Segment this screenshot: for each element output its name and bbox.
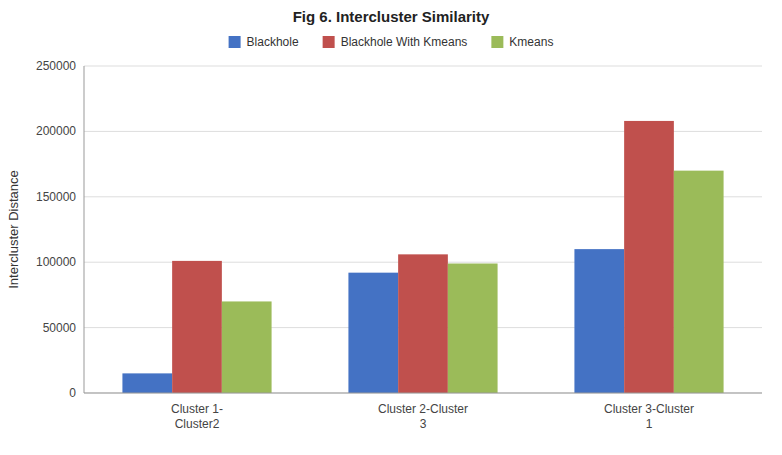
bar (122, 373, 172, 393)
y-tick-label: 100000 (36, 255, 76, 269)
x-tick-label-line: Cluster 3-Cluster (604, 402, 694, 416)
y-axis-label: Intercluster Distance (6, 170, 21, 289)
x-tick-label: Cluster 1-Cluster2 (171, 402, 223, 431)
x-axis-line (84, 393, 762, 394)
y-tick-label: 200000 (36, 124, 76, 138)
grid (84, 66, 762, 393)
chart-container: Fig 6. Intercluster Similarity 0 50000 1000… (0, 0, 782, 455)
bar (674, 171, 724, 393)
legend-label: Kmeans (509, 35, 553, 49)
bar (574, 249, 624, 393)
x-tick-label-line: Cluster 1- (171, 402, 223, 416)
bar (448, 264, 498, 393)
bar (222, 301, 272, 393)
page: {"chart_data": {"type": "bar", "title": … (0, 0, 782, 455)
y-tick-label: 50000 (43, 321, 77, 335)
legend-swatch (491, 36, 503, 48)
bar (624, 121, 674, 393)
x-tick-label-line: Cluster 2-Cluster (378, 402, 468, 416)
legend-swatch (323, 36, 335, 48)
grid-line (84, 393, 762, 394)
x-tick-label: Cluster 3-Cluster1 (604, 402, 694, 431)
bar (348, 273, 398, 393)
title: Fig 6. Intercluster Similarity (293, 8, 490, 25)
x-tick-label: Cluster 2-Cluster3 (378, 402, 468, 431)
legend-item: Kmeans (491, 35, 553, 49)
legend-swatch (229, 36, 241, 48)
grid-line (84, 66, 762, 67)
legend: Blackhole Blackhole With Kmeans Kmeans (229, 35, 554, 49)
x-tick-label-line: 1 (646, 417, 653, 431)
y-tick-label: 250000 (36, 59, 76, 73)
y-tick-label: 0 (69, 386, 76, 400)
legend-item: Blackhole (229, 35, 299, 49)
bar (172, 261, 222, 393)
x-tick-label-line: Cluster2 (175, 417, 220, 431)
chart-svg: Fig 6. Intercluster Similarity 0 50000 1000… (0, 0, 782, 455)
bars (122, 121, 723, 393)
x-tick-label-line: 3 (420, 417, 427, 431)
legend-label: Blackhole With Kmeans (341, 35, 468, 49)
legend-label: Blackhole (247, 35, 299, 49)
legend-item: Blackhole With Kmeans (323, 35, 468, 49)
bar (398, 254, 448, 393)
y-tick-label: 150000 (36, 190, 76, 204)
y-axis-line (84, 66, 85, 393)
